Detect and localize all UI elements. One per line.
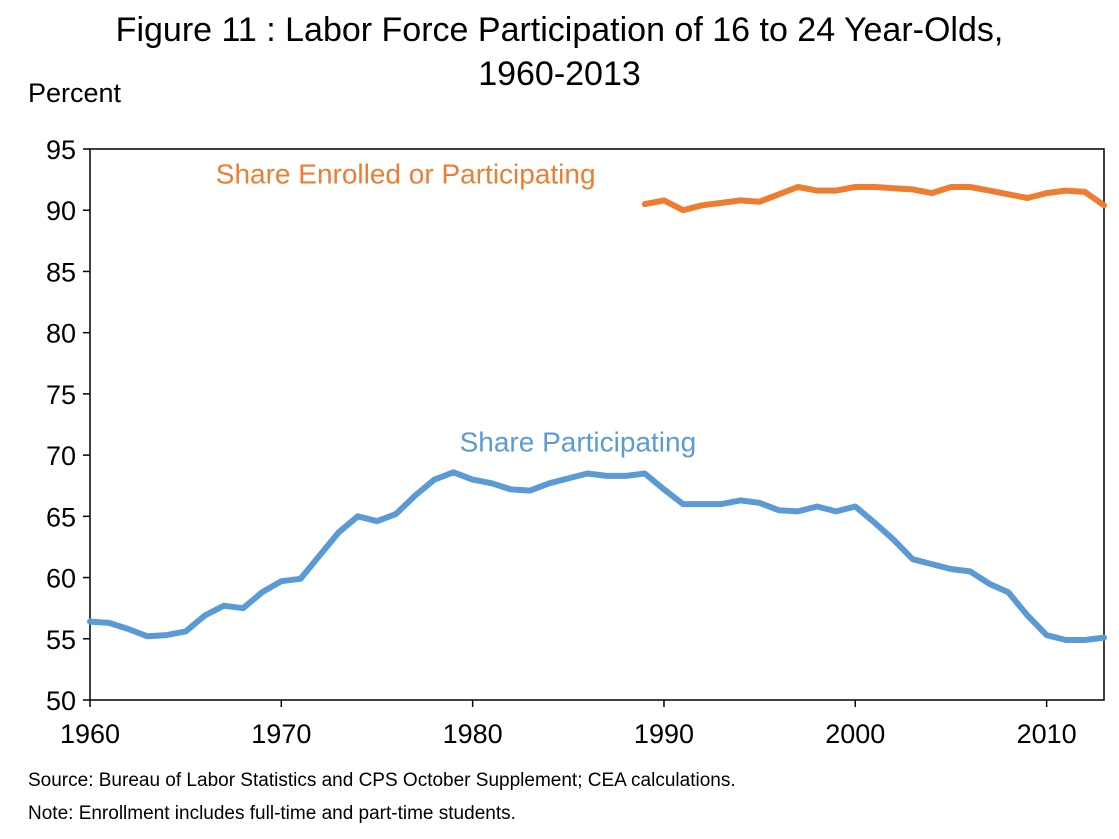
y-tick-label: 55 [46,625,76,655]
y-tick-label: 80 [46,319,76,349]
series-line-share-participating [87,469,1107,643]
x-tick-label: 1970 [251,719,311,749]
series-line-share-enrolled-or-participating [641,184,1107,214]
chart-title-line-2: 1960-2013 [478,55,641,93]
y-tick-label: 60 [46,564,76,594]
chart-notes: Source: Bureau of Labor Statistics and C… [28,764,736,830]
series-label-share-participating: Share Participating [460,426,697,457]
y-axis-label: Percent [28,78,122,108]
y-tick-label: 65 [46,502,76,532]
source-note: Source: Bureau of Labor Statistics and C… [28,770,736,791]
series-label-share-enrolled-or-participating: Share Enrolled or Participating [216,158,596,189]
x-tick-label: 1960 [60,719,120,749]
y-tick-label: 75 [46,380,76,410]
x-tick-label: 2000 [825,719,885,749]
y-tick-label: 70 [46,441,76,471]
chart-title-line-1: Figure 11 : Labor Force Participation of… [115,11,1004,49]
x-tick-label: 1980 [443,719,503,749]
enrollment-note: Note: Enrollment includes full-time and … [28,803,516,824]
plot-area-frame [89,148,1105,701]
y-tick-label: 50 [46,686,76,716]
y-tick-label: 85 [46,257,76,287]
x-tick-label: 1990 [634,719,694,749]
y-tick-label: 95 [46,135,76,165]
chart-title: Figure 11 : Labor Force Participation of… [0,8,1119,96]
y-tick-label: 90 [46,196,76,226]
x-tick-label: 2010 [1017,719,1077,749]
